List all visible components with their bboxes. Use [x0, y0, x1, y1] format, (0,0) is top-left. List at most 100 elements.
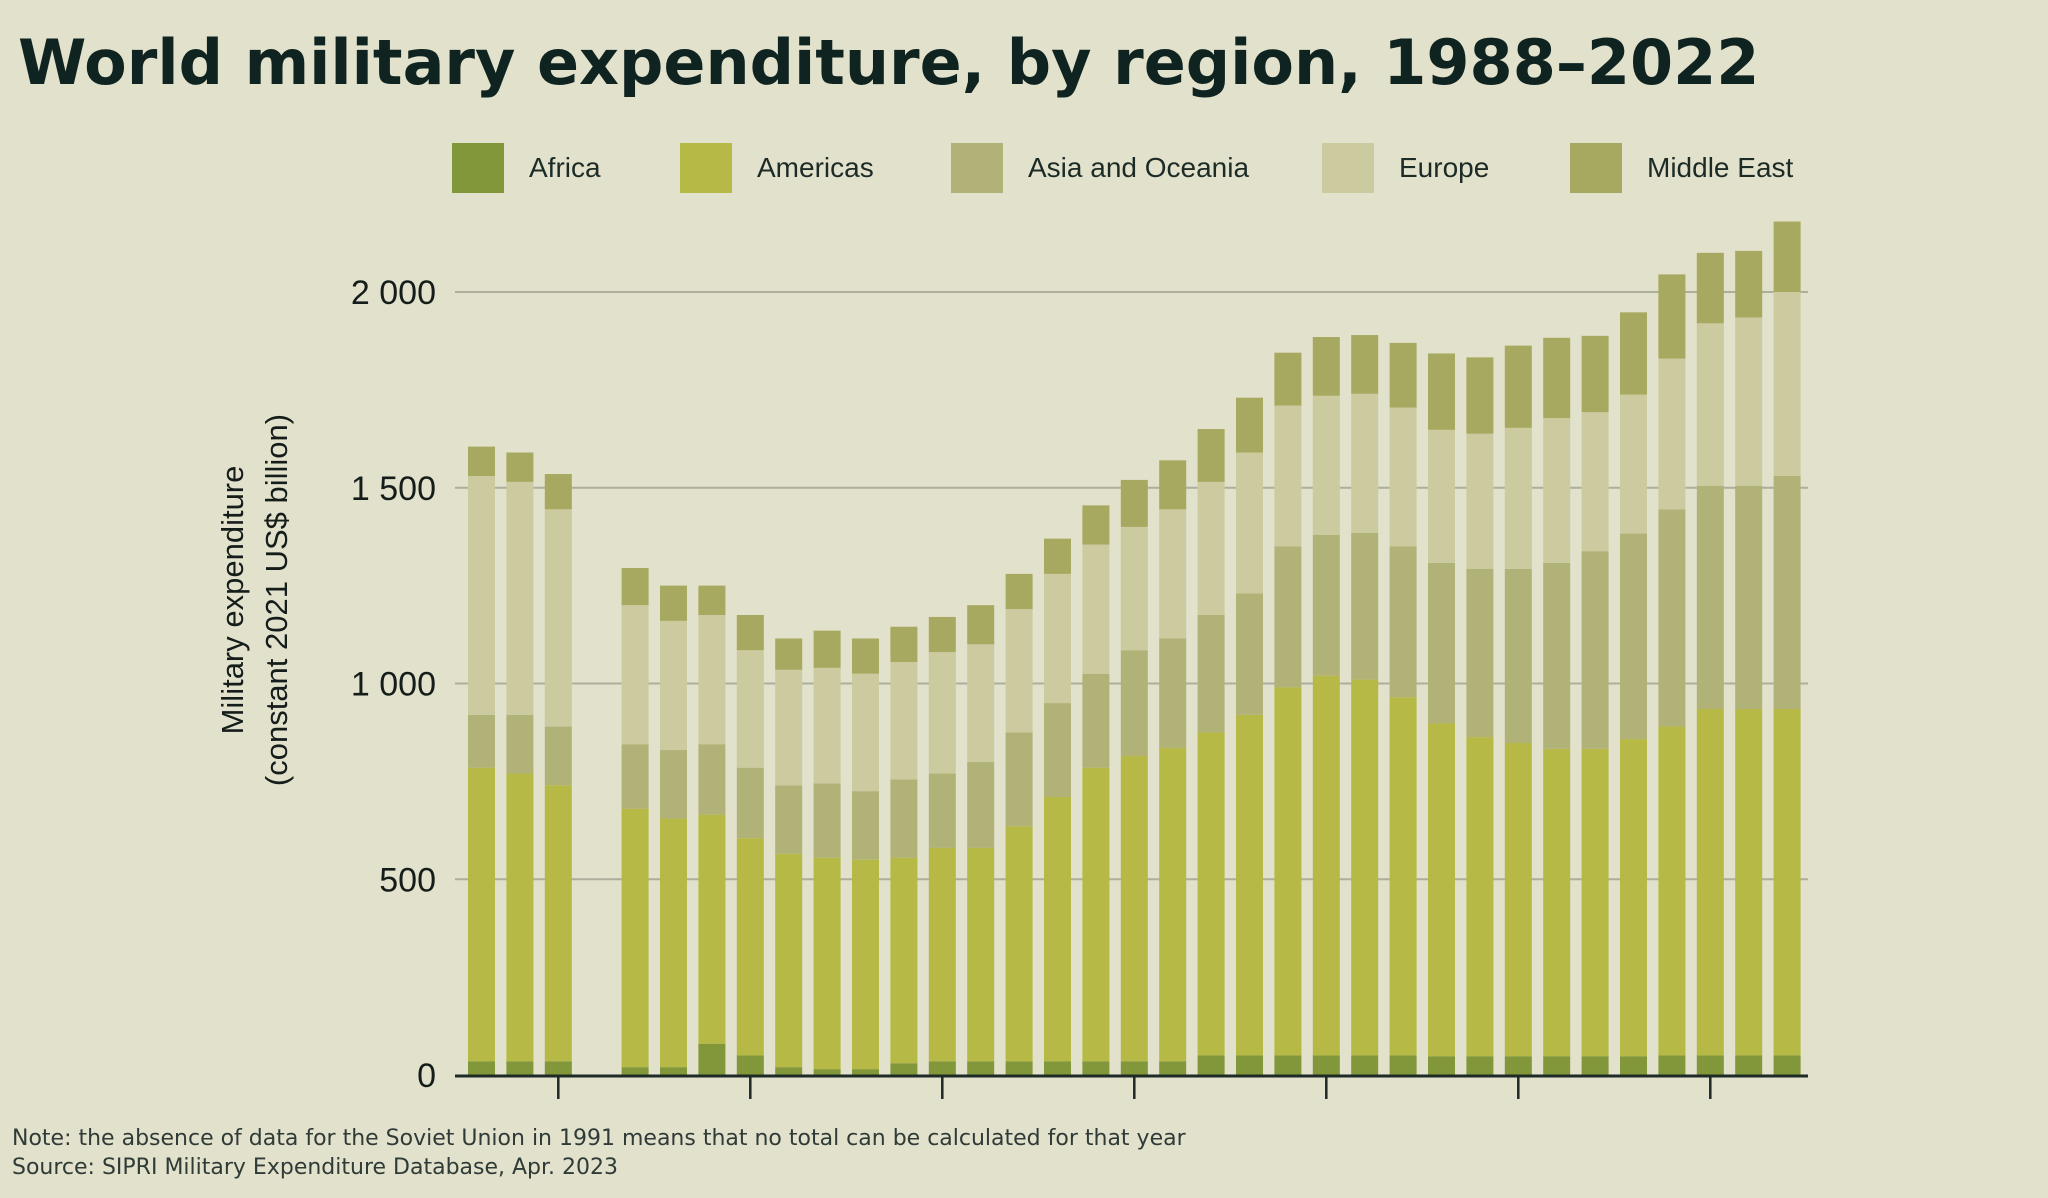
bar-segment-middle-east-2012 — [1389, 342, 1417, 408]
bar-segment-asia-and-oceania-1999 — [890, 779, 918, 858]
bar-segment-middle-east-2005 — [1120, 479, 1148, 527]
bar-segment-africa-1989 — [506, 1061, 534, 1075]
bar-segment-americas-2020 — [1696, 708, 1724, 1056]
bar-segment-middle-east-2008 — [1236, 397, 1263, 453]
bar-2022 — [1773, 221, 1801, 1075]
bar-segment-africa-1990 — [544, 1061, 572, 1075]
bar-segment-americas-2009 — [1274, 687, 1302, 1056]
bar-segment-africa-1997 — [813, 1069, 841, 1075]
bar-1994 — [698, 585, 726, 1075]
bar-1989 — [506, 452, 534, 1075]
bar-segment-europe-2022 — [1773, 292, 1801, 477]
bar-segment-africa-1994 — [698, 1043, 726, 1075]
bar-segment-asia-and-oceania-2018 — [1620, 533, 1647, 740]
bar-segment-europe-2005 — [1120, 526, 1148, 651]
bar-segment-americas-2018 — [1620, 739, 1647, 1057]
bar-1998 — [852, 638, 879, 1075]
bar-segment-africa-2004 — [1082, 1061, 1110, 1075]
bar-segment-americas-2011 — [1351, 679, 1379, 1056]
bar-segment-africa-2019 — [1658, 1055, 1686, 1075]
y-tick-label-500: 500 — [379, 861, 436, 899]
bar-segment-africa-1992 — [621, 1067, 649, 1075]
bar-2021 — [1735, 250, 1763, 1075]
bar-segment-asia-and-oceania-1989 — [506, 714, 534, 774]
bar-segment-middle-east-2010 — [1312, 337, 1340, 396]
bar-2006 — [1159, 460, 1187, 1075]
y-tick-label-2000: 2 000 — [351, 274, 436, 312]
bar-2004 — [1082, 505, 1110, 1075]
bar-segment-americas-2013 — [1428, 723, 1455, 1057]
bar-segment-europe-1992 — [621, 605, 649, 745]
bar-segment-asia-and-oceania-2014 — [1466, 568, 1494, 738]
bars — [468, 221, 1801, 1075]
bar-segment-middle-east-2003 — [1044, 538, 1071, 574]
bar-segment-asia-and-oceania-2012 — [1389, 546, 1417, 698]
bar-segment-americas-1990 — [544, 785, 572, 1062]
bar-segment-asia-and-oceania-2011 — [1351, 532, 1379, 680]
bar-segment-asia-and-oceania-1996 — [775, 785, 803, 854]
bar-1988 — [468, 446, 495, 1075]
bar-segment-asia-and-oceania-2019 — [1658, 509, 1686, 727]
bar-segment-americas-1995 — [736, 838, 764, 1056]
bar-2015 — [1504, 345, 1532, 1075]
bar-segment-africa-2014 — [1466, 1056, 1494, 1075]
bar-segment-middle-east-1993 — [660, 585, 687, 621]
bar-segment-africa-2005 — [1120, 1061, 1148, 1075]
bar-segment-americas-2019 — [1658, 726, 1686, 1056]
bar-segment-asia-and-oceania-2022 — [1773, 476, 1801, 709]
x-axis — [455, 1074, 1808, 1099]
bar-segment-europe-2004 — [1082, 544, 1110, 674]
bar-segment-asia-and-oceania-2016 — [1543, 562, 1571, 749]
bar-segment-middle-east-2016 — [1543, 337, 1571, 419]
bar-1997 — [813, 630, 841, 1075]
bar-segment-middle-east-1988 — [468, 446, 495, 477]
legend-label: Asia and Oceania — [1028, 152, 1250, 183]
bar-segment-americas-1993 — [660, 818, 687, 1068]
bar-segment-asia-and-oceania-2013 — [1428, 562, 1455, 724]
bar-segment-africa-2006 — [1159, 1061, 1187, 1075]
bar-segment-asia-and-oceania-2020 — [1696, 485, 1724, 709]
bar-segment-asia-and-oceania-2004 — [1082, 673, 1110, 768]
bar-segment-asia-and-oceania-1990 — [544, 726, 572, 786]
bar-segment-europe-2007 — [1197, 481, 1225, 615]
bar-2008 — [1236, 397, 1263, 1075]
bar-1993 — [660, 585, 687, 1075]
chart-source: Source: SIPRI Military Expenditure Datab… — [12, 1155, 619, 1180]
chart-title: World military expenditure, by region, 1… — [18, 26, 1760, 99]
bar-2010 — [1312, 337, 1340, 1075]
bar-segment-americas-2000 — [928, 847, 956, 1062]
chart-footer: Note: the absence of data for the Soviet… — [12, 1124, 1186, 1182]
bar-segment-africa-2012 — [1389, 1055, 1417, 1075]
bar-segment-middle-east-2004 — [1082, 505, 1110, 545]
bar-segment-middle-east-1995 — [736, 614, 764, 651]
legend-swatch — [1570, 143, 1622, 193]
bar-segment-africa-2001 — [967, 1061, 995, 1075]
bar-segment-asia-and-oceania-2007 — [1197, 614, 1225, 733]
bar-segment-africa-1998 — [852, 1069, 879, 1075]
bar-segment-africa-2022 — [1773, 1055, 1801, 1075]
bar-segment-americas-2003 — [1044, 797, 1071, 1062]
bar-segment-africa-1996 — [775, 1067, 803, 1075]
legend-swatch — [1322, 143, 1374, 193]
bar-segment-europe-2010 — [1312, 395, 1340, 535]
bar-segment-europe-2001 — [967, 644, 995, 762]
bar-segment-americas-2022 — [1773, 708, 1801, 1056]
bar-segment-middle-east-2022 — [1773, 221, 1801, 292]
bar-segment-europe-1988 — [468, 476, 495, 715]
bar-segment-europe-2011 — [1351, 393, 1379, 533]
bar-segment-africa-2011 — [1351, 1055, 1379, 1075]
bar-segment-europe-2013 — [1428, 429, 1455, 563]
bar-2019 — [1658, 274, 1686, 1075]
bar-segment-asia-and-oceania-2021 — [1735, 485, 1763, 709]
bar-segment-americas-1996 — [775, 853, 803, 1068]
bar-segment-middle-east-2002 — [1005, 573, 1033, 610]
bar-segment-middle-east-1998 — [852, 638, 879, 674]
bar-segment-africa-2018 — [1620, 1056, 1647, 1075]
bar-segment-americas-2008 — [1236, 714, 1263, 1056]
bar-segment-americas-2012 — [1389, 697, 1417, 1056]
bar-2016 — [1543, 337, 1571, 1075]
bar-segment-middle-east-2011 — [1351, 335, 1379, 394]
bar-segment-europe-2002 — [1005, 609, 1033, 733]
bar-segment-europe-2018 — [1620, 394, 1647, 534]
bar-segment-asia-and-oceania-2001 — [967, 761, 995, 848]
